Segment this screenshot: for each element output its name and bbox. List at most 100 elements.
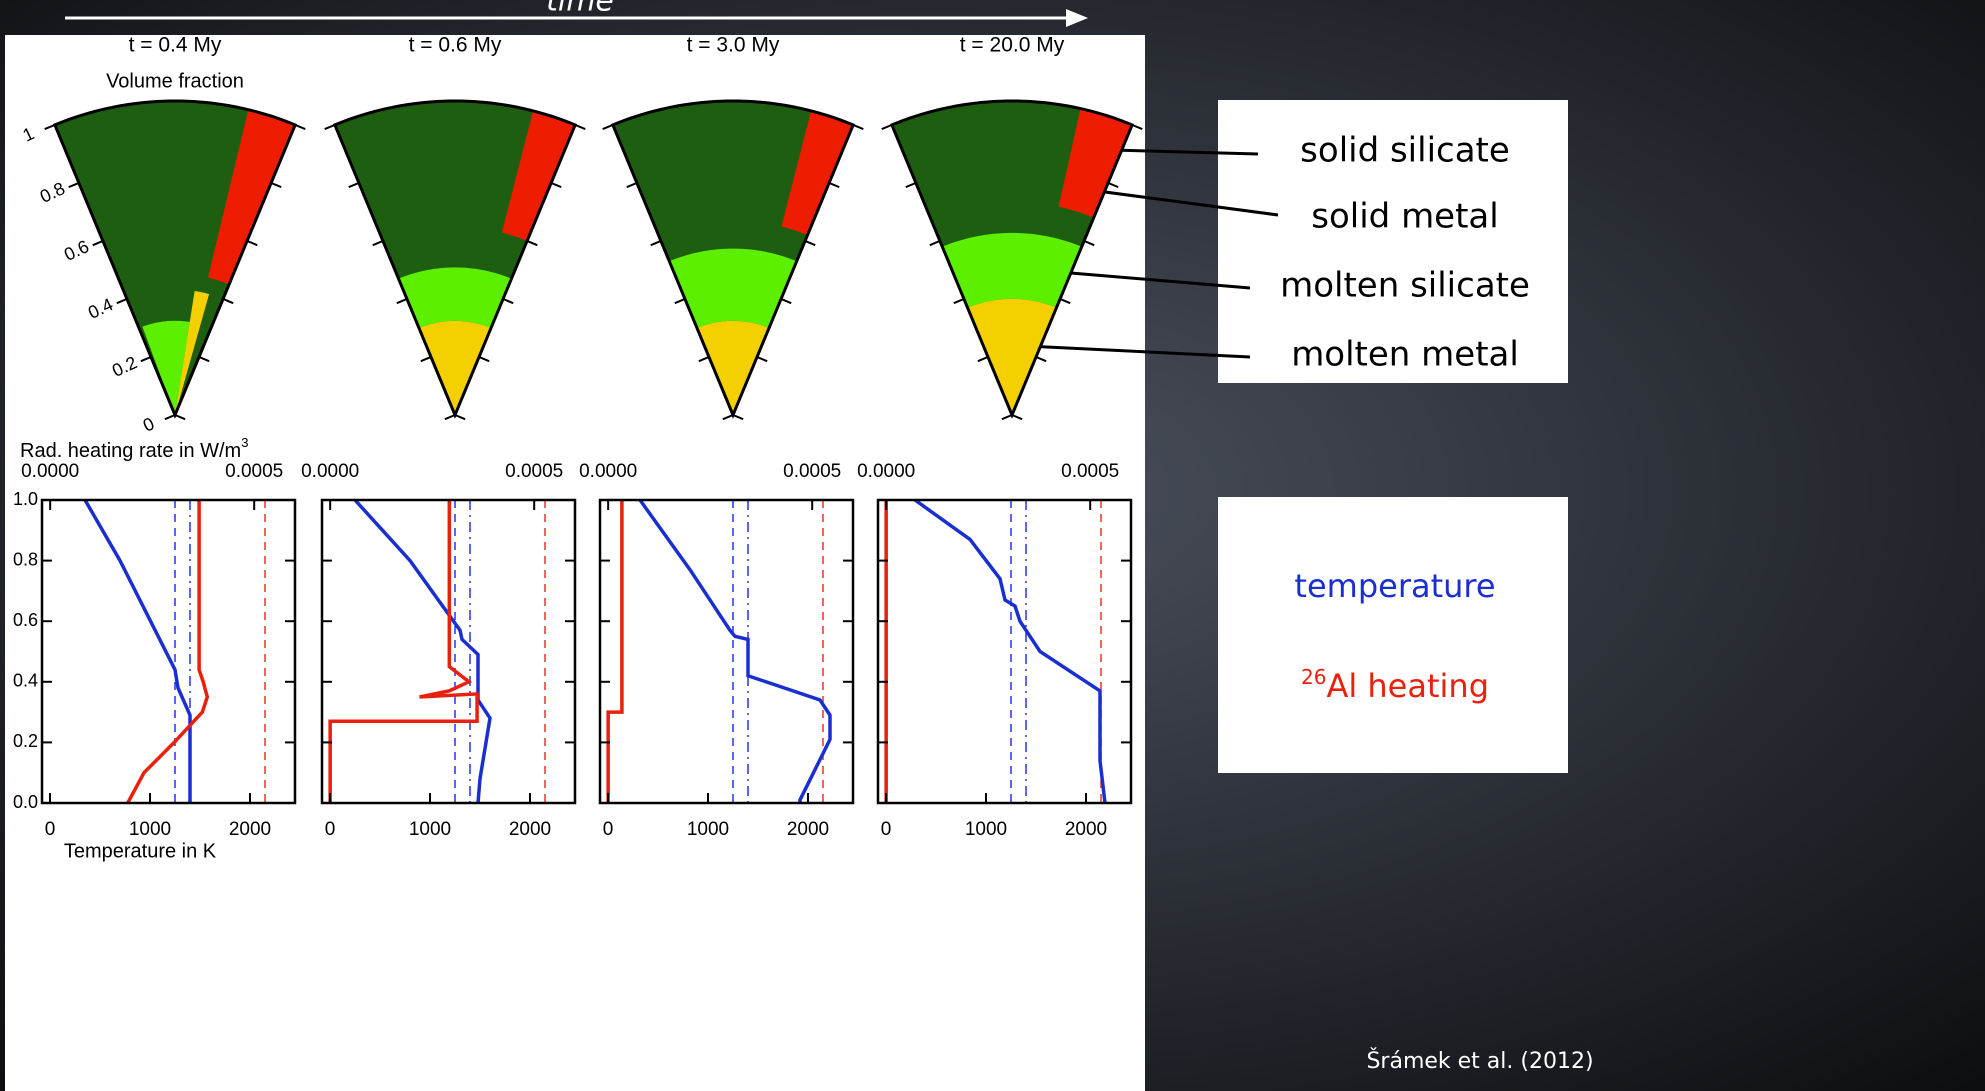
x-tick-label: 2000 [787,819,829,840]
phase-region [669,248,797,328]
phase-region [781,110,854,236]
plot-frame [876,498,1133,805]
x-tick-label: 0 [45,819,56,840]
time-label: time [546,0,614,19]
tick-mark [905,181,917,189]
tick-mark [92,240,104,247]
tick-mark [324,123,336,131]
profile-legend-box [1218,497,1568,773]
sector-title: t = 20.0 My [960,34,1065,57]
y-tick-label: 0.8 [13,549,38,569]
tick-mark [270,181,282,189]
tick-mark [396,298,408,305]
x2-tick-label: 0.0000 [21,461,79,482]
phase-region [696,320,770,415]
phase-region [1058,108,1133,218]
tick-mark [1035,356,1047,363]
tick-mark [140,356,152,363]
tick-mark [1131,123,1143,131]
tick-mark [502,298,514,305]
sector-title: t = 3.0 My [687,34,780,57]
tick-mark [198,356,210,363]
phase-region [942,232,1082,308]
y-tick-label: 0.2 [13,731,38,751]
phase-legend-box [1218,100,1568,383]
profile-line [328,500,479,803]
legend-label: molten metal [1291,335,1519,375]
phase-region [501,110,576,241]
profile-line [606,500,624,803]
tick-mark [1107,181,1119,189]
phase-region [175,290,210,415]
x-axis-label: Temperature in K [64,840,217,862]
tick-mark [626,181,638,189]
tick-mark [1059,298,1071,305]
tick-mark [650,240,662,247]
tick-mark [116,298,128,305]
tick-mark [881,123,893,131]
tick-mark [732,414,744,421]
phase-region [398,267,512,328]
x-tick-label: 1000 [965,819,1007,840]
y-tick-label: 0.0 [13,792,38,812]
phase-legend: solid silicate solid metal molten silica… [1280,131,1530,375]
profile-line [83,499,192,803]
pointer [1004,343,1251,359]
phase-region [967,298,1057,415]
tick-mark [698,356,710,363]
x2-tick-label: 0.0005 [783,461,841,482]
x-tick-label: 0 [881,819,892,840]
x2-tick-label: 0.0000 [579,461,637,482]
x-tick-label: 2000 [509,819,551,840]
profile-line [126,500,210,804]
tick-mark [246,240,258,247]
tick-mark [780,298,792,305]
plot-frame [598,498,855,805]
x2-tick-label: 0.0005 [505,461,563,482]
tick-mark [348,181,360,189]
x-tick-label: 0 [603,819,614,840]
tick-mark [164,414,176,421]
tick-mark [674,298,686,305]
tick-mark [420,356,432,363]
sector-outline [610,99,856,419]
superscript: 3 [241,435,248,450]
sector-label: Volume fraction [106,70,244,92]
tick-mark [1011,414,1023,421]
label-text: Rad. heating rate in W/m [20,440,241,462]
sector-outline [332,99,578,419]
tick-mark [929,240,941,247]
tick-mark [44,123,56,131]
x2-axis-label: Rad. heating rate in W/m3 [20,435,248,462]
tick-mark [602,123,614,131]
x-tick-label: 2000 [1065,819,1107,840]
tick-mark [953,298,965,305]
sector-title: t = 0.4 My [129,34,222,57]
tick-mark [977,356,989,363]
tick-mark [372,240,384,247]
tick-mark [828,181,840,189]
x2-tick-label: 0.0000 [301,461,359,482]
y-tick-label: 1.0 [13,489,38,509]
sector-outline [889,99,1135,419]
phase-region [207,109,296,285]
time-arrowhead [1066,9,1088,27]
tick-mark [222,298,234,305]
x2-tick-label: 0.0000 [857,461,915,482]
profile-line [913,498,1107,804]
profile-line [353,498,492,804]
legend-label: 26Al heating [1301,665,1489,706]
phase-region [418,320,492,415]
y-tick-label: 0.6 [13,610,38,630]
tick-mark [454,414,466,421]
profile-line [638,498,832,803]
plot-frame [320,498,577,805]
legend-label: solid silicate [1300,131,1510,171]
pointer [1089,188,1279,217]
phase-region [334,101,576,415]
legend-label: temperature [1294,567,1495,605]
x-tick-label: 2000 [229,819,271,840]
x-tick-label: 0 [325,819,336,840]
tick-mark [68,181,80,189]
